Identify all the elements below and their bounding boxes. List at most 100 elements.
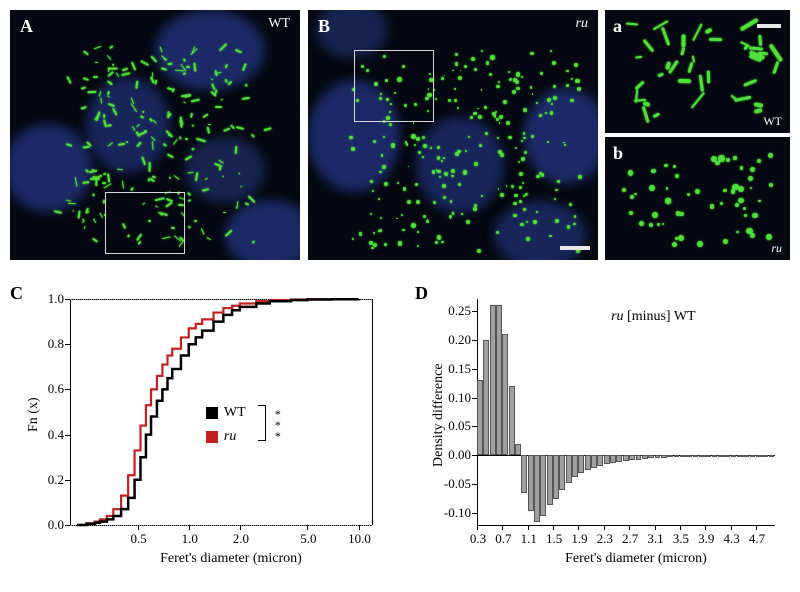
- mitochondrion: [144, 130, 147, 132]
- mitochondrion: [403, 187, 407, 191]
- mitochondrion: [242, 97, 250, 100]
- diff-bar: [680, 455, 686, 457]
- mitochondrion: [444, 172, 448, 176]
- mitochondrion: [83, 50, 89, 55]
- mitochondrion: [235, 126, 243, 130]
- mitochondrion: [471, 57, 475, 61]
- mitochondrion: [499, 115, 503, 119]
- mitochondrion: [401, 214, 403, 216]
- mitochondrion: [515, 147, 517, 149]
- mitochondrion: [742, 44, 748, 50]
- mitochondrion: [555, 189, 557, 191]
- mitochondrion: [490, 55, 494, 59]
- mitochondrion: [521, 76, 523, 78]
- mitochondrion: [754, 102, 764, 107]
- mitochondrion: [634, 193, 637, 196]
- diff-bar: [490, 305, 496, 456]
- mitochondrion: [523, 137, 526, 140]
- mitochondrion: [657, 223, 660, 226]
- mitochondrion: [81, 107, 87, 111]
- mitochondrion: [500, 193, 504, 197]
- nucleus: [86, 77, 170, 173]
- mitochondrion: [373, 232, 375, 234]
- mitochondrion: [83, 146, 90, 149]
- mitochondrion: [131, 62, 136, 71]
- mitochondrion: [522, 182, 524, 184]
- mitochondrion: [536, 175, 539, 178]
- mitochondrion: [661, 27, 670, 46]
- mitochondrion: [398, 241, 402, 245]
- nucleus: [524, 88, 598, 184]
- mitochondrion: [408, 166, 410, 168]
- mitochondrion: [555, 219, 559, 223]
- mitochondrion: [448, 99, 451, 102]
- mitochondrion: [473, 112, 477, 116]
- mitochondrion: [738, 198, 744, 204]
- mitochondrion: [396, 218, 398, 220]
- mitochondrion: [206, 237, 211, 241]
- mitochondrion: [72, 209, 75, 212]
- mitochondrion: [692, 55, 695, 62]
- mitochondrion: [126, 140, 128, 142]
- diff-bar: [496, 305, 502, 456]
- mitochondrion: [635, 55, 642, 58]
- mitochondrion: [571, 78, 573, 80]
- diff-bar: [705, 455, 711, 457]
- diff-bar: [483, 340, 489, 456]
- mitochondrion: [95, 61, 99, 63]
- mitochondrion: [223, 212, 226, 213]
- mitochondrion: [378, 198, 380, 200]
- mitochondrion: [687, 61, 693, 72]
- xtick-label: 3.9: [693, 531, 719, 547]
- mitochondrion: [533, 220, 537, 224]
- mitochondrion: [743, 207, 746, 210]
- mitochondrion: [567, 225, 571, 229]
- mitochondrion: [149, 178, 155, 183]
- panel-B-micrograph: Bru: [308, 10, 598, 260]
- mitochondrion: [236, 201, 238, 208]
- mitochondrion: [557, 180, 560, 183]
- inset-b-label: b: [613, 143, 623, 164]
- mitochondrion: [149, 162, 151, 172]
- mitochondrion: [657, 72, 663, 77]
- mitochondrion: [509, 78, 512, 81]
- mitochondrion: [121, 72, 131, 76]
- nucleus: [494, 201, 586, 260]
- mitochondrion: [373, 140, 376, 143]
- xtick: [553, 525, 554, 530]
- mitochondrion: [478, 115, 482, 119]
- legend-swatch: [206, 431, 218, 443]
- mitochondrion: [359, 232, 362, 235]
- mitochondrion: [437, 235, 441, 239]
- inset-b-genotype: ru: [771, 241, 782, 256]
- mitochondrion: [188, 226, 191, 229]
- mitochondrion: [481, 50, 483, 52]
- mitochondrion: [402, 229, 404, 231]
- mitochondrion: [744, 214, 747, 217]
- mitochondrion: [477, 108, 479, 110]
- diff-bar: [616, 455, 622, 461]
- mitochondrion: [384, 182, 388, 186]
- sig-bracket: [258, 405, 266, 441]
- mitochondrion: [103, 173, 107, 176]
- mitochondrion: [167, 153, 174, 158]
- mitochondrion: [112, 63, 115, 66]
- mitochondrion: [411, 223, 415, 227]
- mitochondrion: [497, 137, 499, 139]
- mitochondrion: [754, 108, 763, 114]
- mitochondrion: [720, 202, 723, 205]
- mitochondrion: [566, 70, 569, 73]
- ytick: [472, 340, 477, 341]
- mitochondrion: [704, 28, 712, 35]
- mitochondrion: [769, 183, 773, 187]
- mitochondrion: [628, 170, 634, 176]
- mitochondrion: [697, 241, 703, 247]
- mitochondrion: [196, 138, 206, 143]
- xtick-label: 4.3: [719, 531, 745, 547]
- diff-bar: [578, 455, 584, 472]
- mitochondrion: [458, 76, 462, 80]
- mitochondrion: [508, 71, 510, 73]
- mitochondrion: [768, 153, 773, 158]
- nucleus: [185, 137, 265, 203]
- diff-bar: [661, 455, 667, 457]
